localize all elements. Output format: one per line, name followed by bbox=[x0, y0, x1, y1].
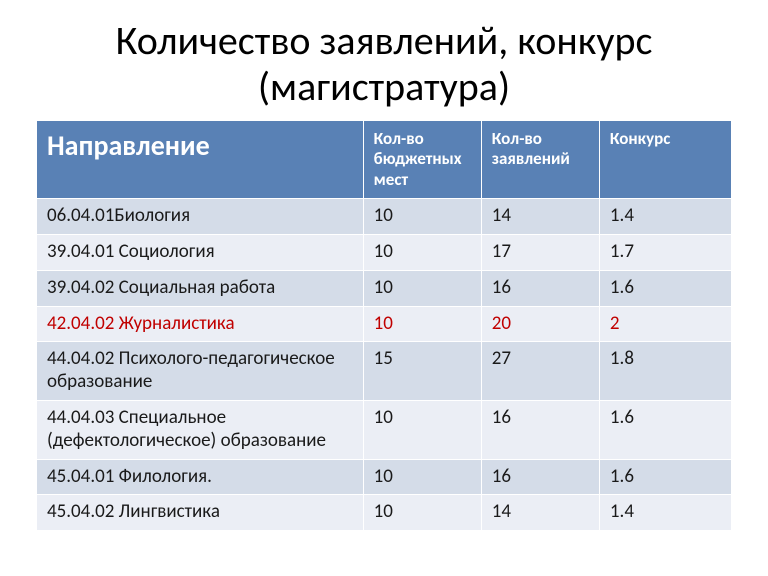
table-row: 06.04.01Биология10141.4 bbox=[37, 199, 732, 235]
table-cell: 42.04.02 Журналистика bbox=[37, 306, 364, 342]
table-cell: 1.8 bbox=[599, 342, 731, 401]
table-body: 06.04.01Биология10141.439.04.01 Социолог… bbox=[37, 199, 732, 531]
table-cell: 39.04.02 Социальная работа bbox=[37, 270, 364, 306]
table-cell: 45.04.01 Филология. bbox=[37, 459, 364, 495]
table-cell: 17 bbox=[481, 234, 599, 270]
table-cell: 10 bbox=[363, 199, 481, 235]
table-cell: 45.04.02 Лингвистика bbox=[37, 495, 364, 531]
table-cell: 15 bbox=[363, 342, 481, 401]
table-row: 42.04.02 Журналистика10202 bbox=[37, 306, 732, 342]
applications-table: Направление Кол-во бюджетных мест Кол-во… bbox=[36, 120, 732, 531]
table-cell: 14 bbox=[481, 495, 599, 531]
table-cell: 2 bbox=[599, 306, 731, 342]
table-row: 45.04.01 Филология.10161.6 bbox=[37, 459, 732, 495]
table-cell: 20 bbox=[481, 306, 599, 342]
table-cell: 44.04.03 Специальное (дефектологическое)… bbox=[37, 400, 364, 459]
table-cell: 44.04.02 Психолого-педагогическое образо… bbox=[37, 342, 364, 401]
page-title: Количество заявлений, конкурс (магистрат… bbox=[36, 18, 732, 110]
table-cell: 10 bbox=[363, 234, 481, 270]
table-header-row: Направление Кол-во бюджетных мест Кол-во… bbox=[37, 121, 732, 199]
table-cell: 39.04.01 Социология bbox=[37, 234, 364, 270]
table-row: 39.04.01 Социология10171.7 bbox=[37, 234, 732, 270]
table-cell: 1.4 bbox=[599, 199, 731, 235]
table-cell: 1.7 bbox=[599, 234, 731, 270]
table-cell: 27 bbox=[481, 342, 599, 401]
table-cell: 10 bbox=[363, 495, 481, 531]
table-cell: 1.4 bbox=[599, 495, 731, 531]
table-cell: 10 bbox=[363, 306, 481, 342]
table-cell: 16 bbox=[481, 400, 599, 459]
table-row: 39.04.02 Социальная работа10161.6 bbox=[37, 270, 732, 306]
col-header-budget: Кол-во бюджетных мест bbox=[363, 121, 481, 199]
col-header-apps: Кол-во заявлений bbox=[481, 121, 599, 199]
table-row: 44.04.02 Психолого-педагогическое образо… bbox=[37, 342, 732, 401]
table-cell: 1.6 bbox=[599, 270, 731, 306]
col-header-contest: Конкурс bbox=[599, 121, 731, 199]
table-cell: 06.04.01Биология bbox=[37, 199, 364, 235]
table-cell: 1.6 bbox=[599, 400, 731, 459]
table-cell: 16 bbox=[481, 270, 599, 306]
table-cell: 1.6 bbox=[599, 459, 731, 495]
table-row: 44.04.03 Специальное (дефектологическое)… bbox=[37, 400, 732, 459]
table-cell: 10 bbox=[363, 270, 481, 306]
table-cell: 10 bbox=[363, 400, 481, 459]
col-header-direction: Направление bbox=[37, 121, 364, 199]
table-cell: 14 bbox=[481, 199, 599, 235]
table-row: 45.04.02 Лингвистика10141.4 bbox=[37, 495, 732, 531]
table-cell: 10 bbox=[363, 459, 481, 495]
table-cell: 16 bbox=[481, 459, 599, 495]
